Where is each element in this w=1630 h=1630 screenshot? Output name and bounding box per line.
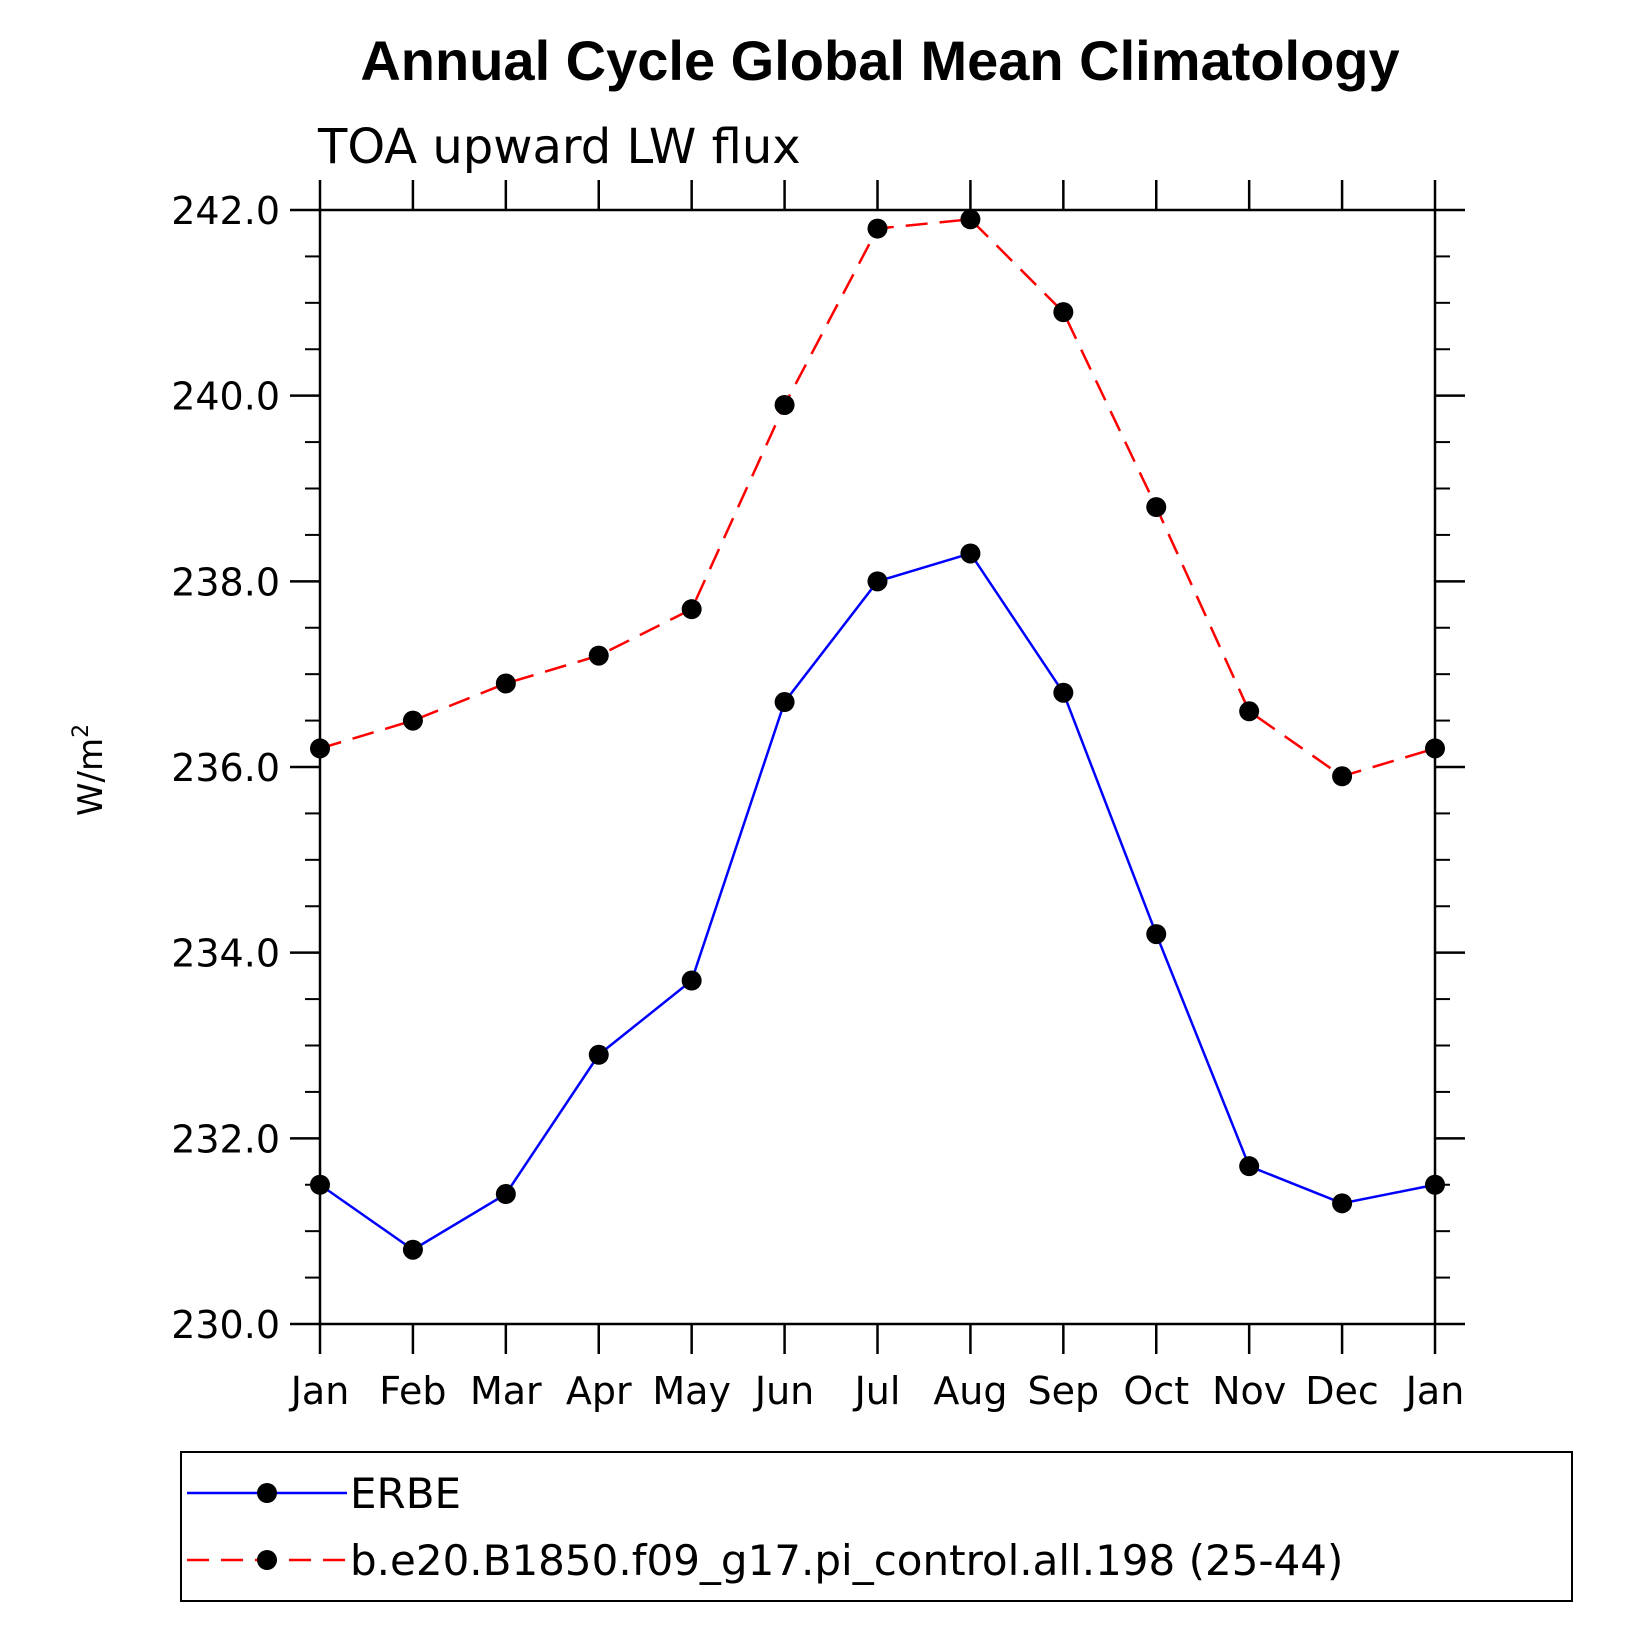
y-tick-label: 236.0 [171,746,280,790]
series-1-point [1053,302,1074,323]
legend-marker-erbe [257,1483,277,1503]
series-1-point [588,645,609,666]
series-line-0 [319,552,1436,1252]
series-1-point [1239,701,1260,722]
series-0-point [1239,1156,1260,1177]
y-tick-label: 234.0 [171,932,280,976]
y-tick-label: 238.0 [171,560,280,604]
series-0-point [1332,1193,1353,1214]
axis-ticks [290,180,1465,1354]
y-axis-label-sup: 2 [69,724,94,738]
x-tick-labels: Jan Feb Mar Apr May Jun Jul Aug Sep Oct Nov Dec Jan [289,1369,1465,1413]
series-line-1 [319,217,1436,778]
x-tick-label: Nov [1212,1369,1286,1413]
series-1-point [960,209,981,230]
x-tick-label: Aug [933,1369,1007,1413]
x-tick-label: Feb [379,1369,446,1413]
y-axis-label: W/m2 [69,724,111,816]
x-tick-label: May [652,1369,731,1413]
series-1-point [774,394,795,415]
series-0-point [960,543,981,564]
y-axis-label-base: W/m [71,738,111,816]
series-0-point [774,692,795,713]
legend-label-erbe: ERBE [350,1469,461,1518]
series-1-point [867,218,888,239]
series-1-point [681,599,702,620]
x-tick-label: Jan [289,1369,350,1413]
series-0-point [681,970,702,991]
y-tick-label: 240.0 [171,375,280,419]
series-lines [319,217,1436,1252]
plot-frame [318,208,1437,1326]
series-markers [310,209,1445,1260]
x-tick-label: Jun [753,1369,814,1413]
x-tick-label: Jul [853,1369,901,1413]
series-0-point [495,1184,516,1205]
legend: ERBE b.e20.B1850.f09_g17.pi_control.all.… [180,1451,1573,1602]
y-tick-label: 232.0 [171,1117,280,1161]
x-tick-label: Sep [1028,1369,1100,1413]
legend-label-model: b.e20.B1850.f09_g17.pi_control.all.198 (… [350,1536,1343,1585]
y-tick-labels: 230.0 232.0 234.0 236.0 238.0 240.0 242.0 [171,189,280,1347]
y-tick-label: 242.0 [171,189,280,233]
series-0-point [867,571,888,592]
series-1-point [1146,497,1167,518]
chart-subtitle: TOA upward LW flux [317,119,801,175]
x-tick-label: Mar [470,1369,542,1413]
series-1-point [402,710,423,731]
chart-title: Annual Cycle Global Mean Climatology [360,29,1399,92]
series-1-point [495,673,516,694]
x-tick-label: Jan [1404,1369,1465,1413]
x-tick-label: Apr [566,1369,632,1413]
y-tick-label: 230.0 [171,1303,280,1347]
x-tick-label: Oct [1123,1369,1189,1413]
series-0-point [1146,924,1167,945]
x-tick-label: Dec [1305,1369,1379,1413]
series-0-point [402,1239,423,1260]
legend-box [180,1451,1573,1602]
legend-marker-model [257,1550,277,1570]
series-0-point [588,1044,609,1065]
svg-text:W/m2: W/m2 [69,724,111,816]
series-1-point [1332,766,1353,787]
series-0-point [1053,682,1074,703]
